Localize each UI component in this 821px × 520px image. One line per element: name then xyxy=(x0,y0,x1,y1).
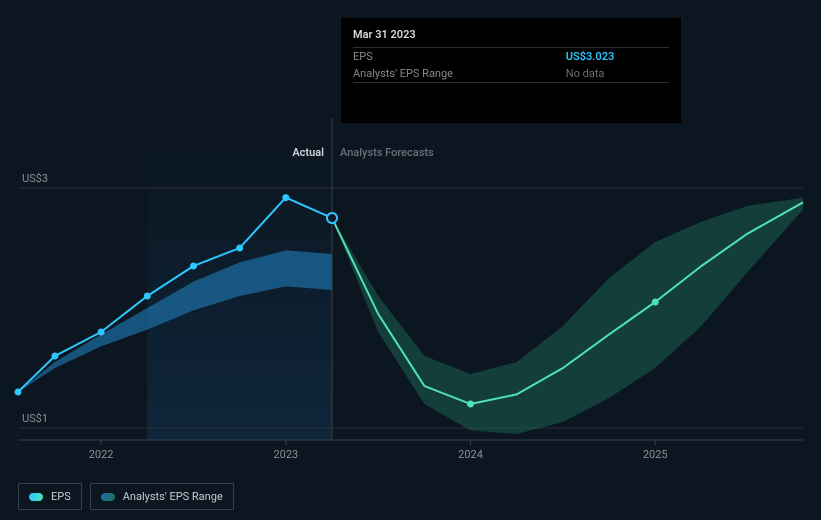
y-tick-label: US$1 xyxy=(22,412,48,425)
tooltip-date: Mar 31 2023 xyxy=(353,28,669,41)
legend-label-eps: EPS xyxy=(51,490,71,503)
tooltip: Mar 31 2023 EPS US$3.023 Analysts' EPS R… xyxy=(341,18,681,123)
legend-label-range: Analysts' EPS Range xyxy=(123,490,223,503)
legend-item-eps[interactable]: EPS xyxy=(18,483,82,510)
eps-forecast-marker xyxy=(467,401,474,408)
tooltip-range-label: Analysts' EPS Range xyxy=(353,65,566,83)
label-forecast: Analysts Forecasts xyxy=(340,146,434,159)
legend-item-range[interactable]: Analysts' EPS Range xyxy=(90,483,234,510)
eps-actual-marker xyxy=(190,263,197,270)
eps-actual-marker xyxy=(282,194,289,201)
tooltip-range-value: No data xyxy=(566,65,669,83)
x-tick-label: 2022 xyxy=(89,448,114,461)
label-actual: Actual xyxy=(292,146,324,159)
y-tick-label: US$3 xyxy=(22,172,48,185)
eps-actual-marker xyxy=(51,353,58,360)
tooltip-eps-label: EPS xyxy=(353,48,566,65)
eps-actual-marker xyxy=(144,293,151,300)
x-tick-label: 2025 xyxy=(643,448,668,461)
x-tick-label: 2023 xyxy=(273,448,298,461)
eps-actual-marker xyxy=(98,329,105,336)
legend-swatch-eps xyxy=(29,493,43,501)
legend: EPS Analysts' EPS Range xyxy=(18,483,234,510)
eps-actual-marker xyxy=(236,245,243,252)
hover-marker xyxy=(327,213,337,223)
eps-forecast-marker xyxy=(652,299,659,306)
x-tick-label: 2024 xyxy=(458,448,483,461)
legend-swatch-range xyxy=(101,493,115,501)
eps-chart: US$1 US$3 Actual Analysts Forecasts 2022 2023… xyxy=(0,0,821,520)
eps-actual-marker xyxy=(15,389,22,396)
tooltip-eps-value: US$3.023 xyxy=(566,48,669,65)
